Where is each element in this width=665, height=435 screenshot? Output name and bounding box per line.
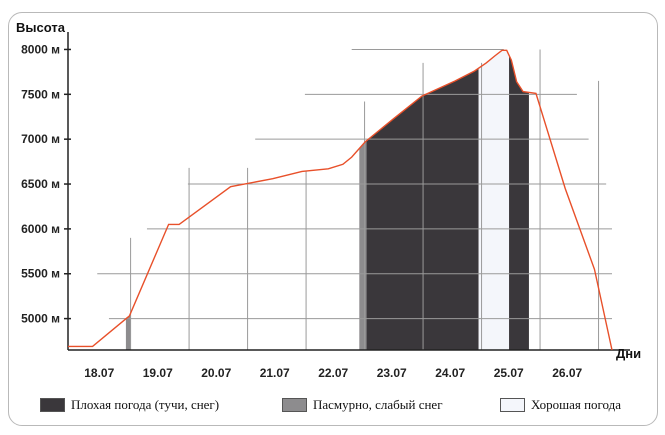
legend-item-overcast: Пасмурно, слабый снег bbox=[282, 394, 443, 416]
x-tick-label-8: 26.07 bbox=[552, 366, 582, 380]
x-tick-label-6: 24.07 bbox=[435, 366, 465, 380]
y-tick-label-8000: 8000 м bbox=[21, 42, 60, 56]
x-tick-label-5: 23.07 bbox=[377, 366, 407, 380]
x-tick-label-2: 20.07 bbox=[201, 366, 231, 380]
legend-label-bad: Плохая погода (тучи, снег) bbox=[71, 397, 220, 412]
legend-label-good: Хорошая погода bbox=[531, 397, 622, 412]
legend: Плохая погода (тучи, снег) Пасмурно, сла… bbox=[40, 394, 650, 416]
legend-item-bad: Плохая погода (тучи, снег) bbox=[40, 394, 219, 416]
y-tick-label-5500: 5500 м bbox=[21, 267, 60, 281]
legend-label-overcast: Пасмурно, слабый снег bbox=[313, 397, 443, 412]
x-tick-label-4: 22.07 bbox=[318, 366, 348, 380]
sky-mask bbox=[68, 32, 612, 350]
legend-swatch-overcast bbox=[282, 398, 307, 412]
x-tick-label-0: 18.07 bbox=[84, 366, 114, 380]
weather-band-overcast-1 bbox=[359, 44, 367, 350]
y-tick-label-6000: 6000 м bbox=[21, 222, 60, 236]
weather-band-good-3 bbox=[478, 44, 510, 350]
x-tick-label-3: 21.07 bbox=[260, 366, 290, 380]
legend-swatch-good bbox=[500, 398, 525, 412]
y-tick-label-5000: 5000 м bbox=[21, 312, 60, 326]
x-tick-label-7: 25.07 bbox=[494, 366, 524, 380]
legend-item-good: Хорошая погода bbox=[500, 394, 621, 416]
x-tick-label-1: 19.07 bbox=[143, 366, 173, 380]
y-axis-label: Высота bbox=[16, 20, 66, 35]
altitude-line bbox=[68, 49, 613, 351]
y-tick-label-7500: 7500 м bbox=[21, 87, 60, 101]
legend-swatch-bad bbox=[40, 398, 65, 412]
y-tick-label-7000: 7000 м bbox=[21, 132, 60, 146]
x-axis-label: Дни bbox=[616, 346, 641, 361]
y-tick-label-6500: 6500 м bbox=[21, 177, 60, 191]
